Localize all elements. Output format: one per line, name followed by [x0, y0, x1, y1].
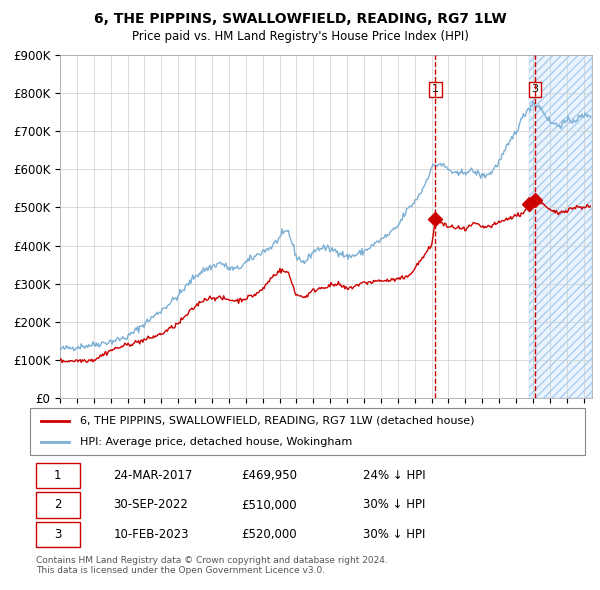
Text: £520,000: £520,000: [241, 528, 296, 541]
FancyBboxPatch shape: [35, 493, 80, 517]
Text: HPI: Average price, detached house, Wokingham: HPI: Average price, detached house, Woki…: [80, 437, 352, 447]
Text: 1: 1: [54, 469, 62, 482]
Text: £510,000: £510,000: [241, 499, 296, 512]
FancyBboxPatch shape: [35, 522, 80, 548]
Text: Price paid vs. HM Land Registry's House Price Index (HPI): Price paid vs. HM Land Registry's House …: [131, 30, 469, 43]
Bar: [529, 55, 592, 398]
Text: 3: 3: [532, 84, 538, 94]
FancyBboxPatch shape: [30, 408, 585, 455]
FancyBboxPatch shape: [35, 463, 80, 488]
Text: £469,950: £469,950: [241, 469, 297, 482]
Text: 30% ↓ HPI: 30% ↓ HPI: [363, 499, 425, 512]
Text: 30-SEP-2022: 30-SEP-2022: [113, 499, 188, 512]
Text: 3: 3: [54, 528, 61, 541]
Text: 30% ↓ HPI: 30% ↓ HPI: [363, 528, 425, 541]
Text: 1: 1: [432, 84, 439, 94]
Text: 2: 2: [54, 499, 62, 512]
Text: 6, THE PIPPINS, SWALLOWFIELD, READING, RG7 1LW: 6, THE PIPPINS, SWALLOWFIELD, READING, R…: [94, 12, 506, 26]
Text: 6, THE PIPPINS, SWALLOWFIELD, READING, RG7 1LW (detached house): 6, THE PIPPINS, SWALLOWFIELD, READING, R…: [80, 416, 475, 426]
Text: 10-FEB-2023: 10-FEB-2023: [113, 528, 189, 541]
Text: 24% ↓ HPI: 24% ↓ HPI: [363, 469, 425, 482]
Text: Contains HM Land Registry data © Crown copyright and database right 2024.
This d: Contains HM Land Registry data © Crown c…: [36, 556, 388, 575]
Bar: [529, 55, 592, 398]
Text: 24-MAR-2017: 24-MAR-2017: [113, 469, 193, 482]
